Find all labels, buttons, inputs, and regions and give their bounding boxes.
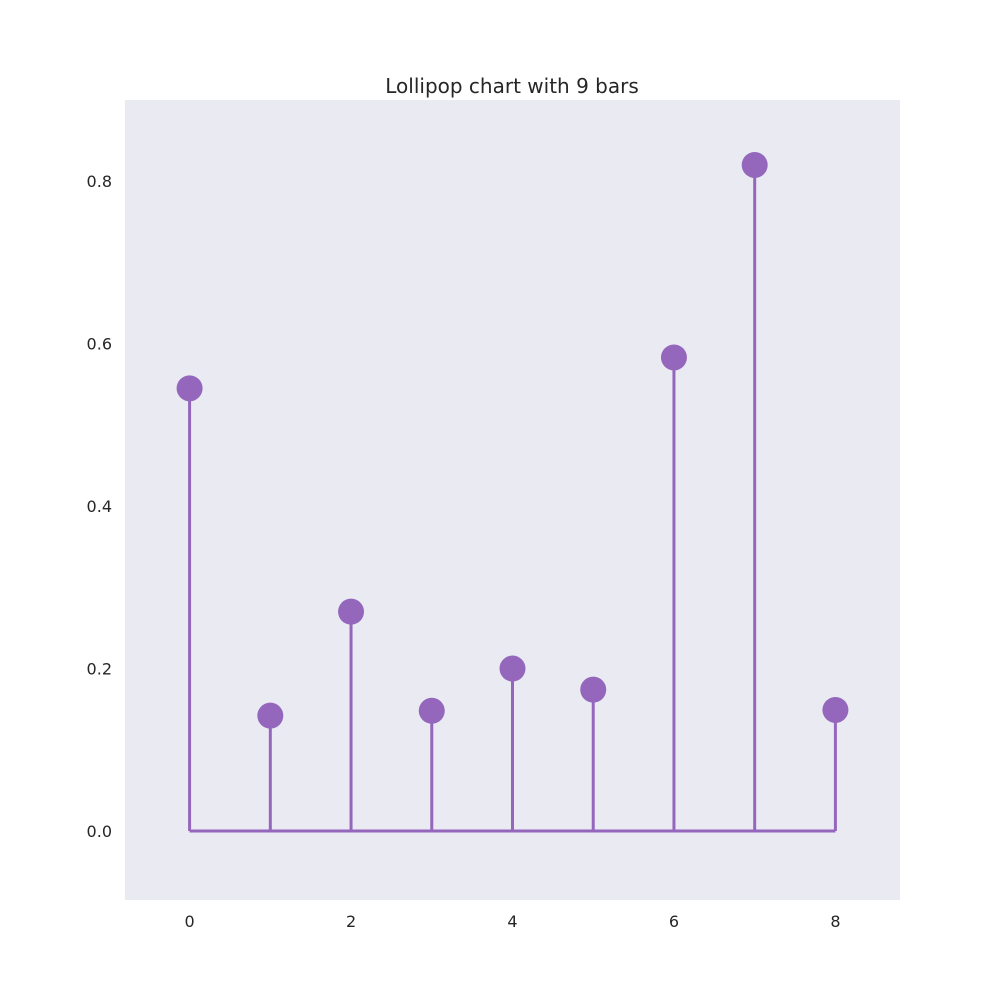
marker-7 <box>741 151 768 178</box>
marker-5 <box>580 676 607 703</box>
marker-4 <box>499 655 526 682</box>
stems-group <box>188 164 837 831</box>
y-tick-label: 0.8 <box>87 172 112 191</box>
y-tick-label: 0.2 <box>87 660 112 679</box>
marker-8 <box>822 696 849 723</box>
y-tick-label: 0.6 <box>87 335 112 354</box>
x-tick-label: 6 <box>669 912 679 931</box>
y-tick-label: 0.0 <box>87 822 112 841</box>
x-axis-tick-labels: 0 2 4 6 8 <box>184 912 840 931</box>
markers-group <box>176 151 849 729</box>
y-axis-tick-labels: 0.0 0.2 0.4 0.6 0.8 <box>87 172 112 841</box>
y-tick-label: 0.4 <box>87 497 112 516</box>
marker-1 <box>257 702 284 729</box>
x-tick-label: 0 <box>184 912 194 931</box>
marker-2 <box>338 598 365 625</box>
chart-title: Lollipop chart with 9 bars <box>385 74 639 98</box>
x-tick-label: 4 <box>507 912 517 931</box>
marker-3 <box>418 697 445 724</box>
x-tick-label: 8 <box>830 912 840 931</box>
marker-6 <box>660 344 687 371</box>
x-tick-label: 2 <box>346 912 356 931</box>
marker-0 <box>176 375 203 402</box>
